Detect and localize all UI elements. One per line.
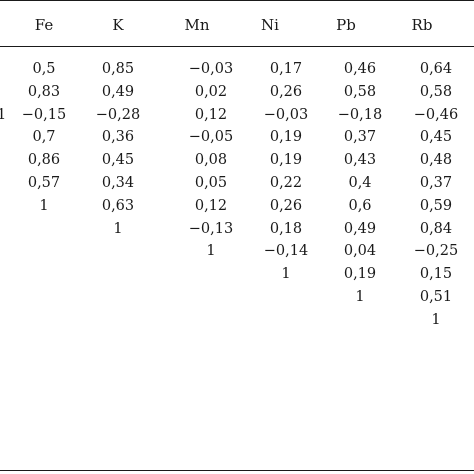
table-cell: −0,14 (263, 243, 309, 260)
table-cell: 0,83 (27, 83, 61, 100)
table-cell: 0,26 (269, 197, 303, 214)
table-row: 0,86 0,45 0,08 0,19 0,43 0,48 (0, 149, 474, 172)
table-cell: 0,48 (419, 152, 453, 169)
table-cell: 0,45 (101, 152, 135, 169)
table-row: 1 (0, 309, 474, 332)
table-cell: 0,85 (101, 61, 135, 77)
table-cell: −0,15 (21, 106, 67, 123)
table-cell: 0,12 (194, 106, 228, 123)
table-cell: 0,57 (27, 174, 61, 191)
table-cell: 0,26 (269, 83, 303, 100)
table-row: 0,5 0,85 −0,03 0,17 0,46 0,64 (0, 58, 474, 81)
table-row: 1 −0,15 −0,28 0,12 −0,03 −0,18 −0,46 (0, 104, 474, 127)
table-cell: −0,03 (263, 106, 309, 123)
table-cell: 0,17 (269, 61, 303, 77)
table-top-rule (0, 0, 474, 1)
table-cell: 1 (431, 311, 441, 328)
table-cell: 0,08 (194, 152, 228, 169)
table-cell: 0,36 (101, 129, 135, 146)
table-cell: 0,02 (194, 83, 228, 100)
table-row: 1 −0,14 0,04 −0,25 (0, 240, 474, 263)
table-cell: 0,19 (269, 129, 303, 146)
table-cell: 0,22 (269, 174, 303, 191)
table-cell: 0,04 (343, 243, 377, 260)
table-row: 1 −0,13 0,18 0,49 0,84 (0, 218, 474, 241)
table-cell: 0,43 (343, 152, 377, 169)
table-cell: 1 (113, 220, 123, 237)
table-cell: 0,58 (419, 83, 453, 100)
table-row: 0,57 0,34 0,05 0,22 0,4 0,37 (0, 172, 474, 195)
table-row: 1 0,51 (0, 286, 474, 309)
table-cell: −0,28 (95, 106, 141, 123)
table-cell: 1 (206, 243, 216, 260)
table-cell: 0,18 (269, 220, 303, 237)
table-cell: 0,45 (419, 129, 453, 146)
header-k: K (112, 16, 124, 34)
table-cell: −0,13 (188, 220, 234, 237)
row-label: 1 (0, 106, 7, 123)
table-cell: 0,58 (343, 83, 377, 100)
table-cell: 0,6 (348, 197, 372, 214)
table-cell: 0,86 (27, 152, 61, 169)
table-cell: 0,46 (343, 61, 377, 77)
table-body: 0,5 0,85 −0,03 0,17 0,46 0,64 0,83 0,49 0,02 0,26… (0, 58, 474, 332)
table-cell: 0,12 (194, 197, 228, 214)
table-header-rule (0, 46, 474, 47)
table-cell: 0,37 (343, 129, 377, 146)
header-ni: Ni (261, 16, 279, 34)
table-row: 0,83 0,49 0,02 0,26 0,58 0,58 (0, 81, 474, 104)
table-cell: 0,49 (343, 220, 377, 237)
table-row: 1 0,19 0,15 (0, 263, 474, 286)
table-cell: 0,59 (419, 197, 453, 214)
table-cell: 0,5 (32, 61, 56, 77)
header-rb: Rb (411, 16, 433, 34)
table-bottom-rule (0, 470, 474, 471)
table-cell: 1 (39, 197, 49, 214)
table-cell: 0,51 (419, 288, 453, 305)
table-row: 0,7 0,36 −0,05 0,19 0,37 0,45 (0, 126, 474, 149)
table-cell: −0,18 (337, 106, 383, 123)
table-cell: 0,05 (194, 174, 228, 191)
table-cell: 0,84 (419, 220, 453, 237)
table-cell: 0,19 (269, 152, 303, 169)
table-cell: −0,25 (413, 243, 459, 260)
table-cell: −0,03 (188, 61, 234, 77)
table-cell: 0,34 (101, 174, 135, 191)
table-cell: 0,64 (419, 61, 453, 77)
table-cell: 1 (281, 266, 291, 283)
table-cell: 0,49 (101, 83, 135, 100)
table-cell: 0,4 (348, 174, 372, 191)
table-cell: 0,37 (419, 174, 453, 191)
table-cell: 0,63 (101, 197, 135, 214)
table-cell: 0,19 (343, 266, 377, 283)
table-cell: 0,7 (32, 129, 56, 146)
header-pb: Pb (336, 16, 356, 34)
table-cell: −0,05 (188, 129, 234, 146)
table-cell: −0,46 (413, 106, 459, 123)
header-fe: Fe (34, 16, 54, 34)
table-row: 1 0,63 0,12 0,26 0,6 0,59 (0, 195, 474, 218)
table-cell: 1 (355, 288, 365, 305)
header-mn: Mn (184, 16, 210, 34)
table-cell: 0,15 (419, 266, 453, 283)
table-header-row: Fe K Mn Ni Pb Rb (0, 14, 474, 36)
